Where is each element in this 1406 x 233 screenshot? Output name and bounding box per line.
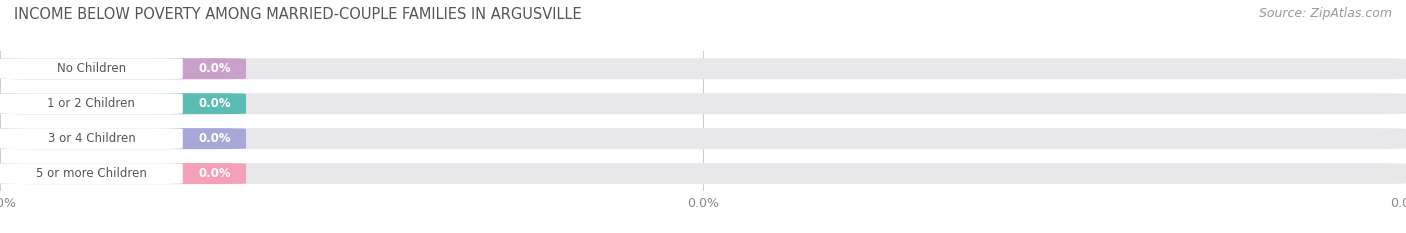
- Text: 0.0%: 0.0%: [688, 197, 718, 210]
- Text: Source: ZipAtlas.com: Source: ZipAtlas.com: [1258, 7, 1392, 20]
- Text: 0.0%: 0.0%: [198, 97, 231, 110]
- FancyBboxPatch shape: [0, 163, 183, 184]
- Text: No Children: No Children: [56, 62, 127, 75]
- FancyBboxPatch shape: [0, 93, 246, 114]
- Text: 0.0%: 0.0%: [0, 197, 15, 210]
- FancyBboxPatch shape: [0, 58, 246, 79]
- Text: 0.0%: 0.0%: [198, 167, 231, 180]
- Text: 0.0%: 0.0%: [1391, 197, 1406, 210]
- FancyBboxPatch shape: [0, 163, 1406, 184]
- FancyBboxPatch shape: [0, 128, 1406, 149]
- FancyBboxPatch shape: [0, 128, 183, 149]
- Text: 1 or 2 Children: 1 or 2 Children: [48, 97, 135, 110]
- Text: 5 or more Children: 5 or more Children: [37, 167, 146, 180]
- FancyBboxPatch shape: [0, 93, 1406, 114]
- Text: 0.0%: 0.0%: [198, 132, 231, 145]
- FancyBboxPatch shape: [0, 93, 183, 114]
- Text: 0.0%: 0.0%: [198, 62, 231, 75]
- Text: 3 or 4 Children: 3 or 4 Children: [48, 132, 135, 145]
- Text: INCOME BELOW POVERTY AMONG MARRIED-COUPLE FAMILIES IN ARGUSVILLE: INCOME BELOW POVERTY AMONG MARRIED-COUPL…: [14, 7, 582, 22]
- FancyBboxPatch shape: [0, 58, 183, 79]
- FancyBboxPatch shape: [0, 58, 1406, 79]
- FancyBboxPatch shape: [0, 163, 246, 184]
- FancyBboxPatch shape: [0, 128, 246, 149]
